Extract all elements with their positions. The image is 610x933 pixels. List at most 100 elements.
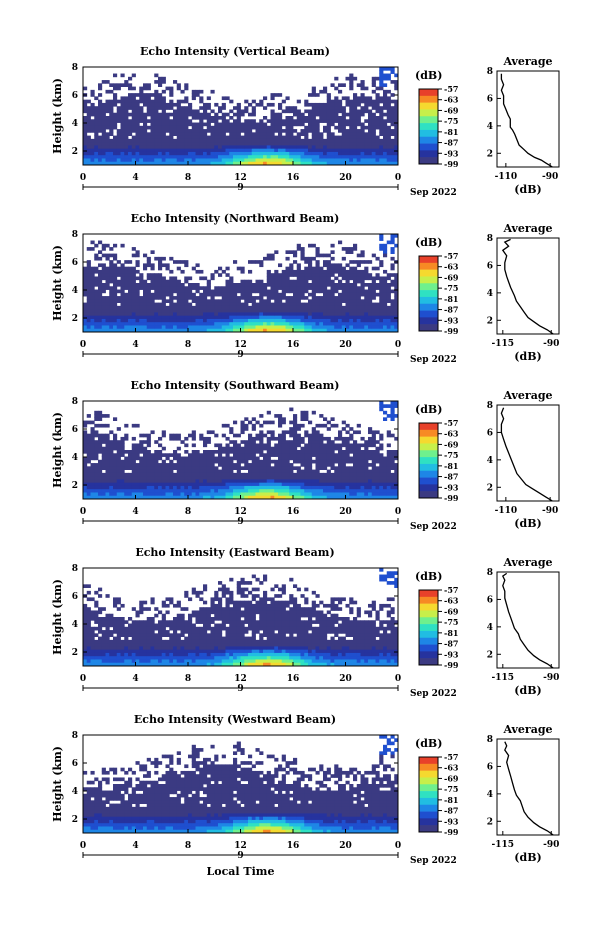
heatmap-cell [109,129,113,133]
heatmap-cell [109,247,113,251]
heatmap-cell [106,273,110,277]
heatmap-cell [117,113,121,117]
heatmap-cell [346,489,350,493]
heatmap-cell [184,316,188,320]
heatmap-cell [229,129,233,133]
heatmap-cell [267,276,271,280]
heatmap-cell [199,106,203,110]
y-tick-label: 4 [72,453,78,463]
heatmap-cell [169,486,173,490]
heatmap-cell [226,443,230,447]
heatmap-cell [139,319,143,323]
heatmap-cell [293,129,297,133]
heatmap-cell [181,463,185,467]
heatmap-cell [211,312,215,316]
heatmap-cell [169,149,173,153]
heatmap-cell [289,263,293,267]
heatmap-cell [207,312,211,316]
heatmap-cell [192,486,196,490]
heatmap-cell [98,158,102,162]
heatmap-cell [387,453,391,457]
heatmap-cell [173,483,177,487]
heatmap-cell [132,267,136,271]
heatmap-cell [128,303,132,307]
heatmap-cell [124,303,128,307]
heatmap-cell [248,139,252,143]
heatmap-cell [267,447,271,451]
heatmap-cell [83,486,87,490]
heatmap-cell [147,437,151,441]
heatmap-cell [214,113,218,117]
heatmap-cell [128,113,132,117]
heatmap-cell [282,322,286,326]
heatmap-cell [121,492,125,496]
heatmap-cell [162,155,166,159]
heatmap-cell [353,96,357,100]
heatmap-cell [218,443,222,447]
heatmap-cell [293,109,297,113]
heatmap-cell [207,450,211,454]
heatmap-cell [331,316,335,320]
heatmap-cell [211,152,215,156]
heatmap-cell [293,414,297,418]
heatmap-cell [304,476,308,480]
heatmap-cell [271,306,275,310]
heatmap-cell [357,293,361,297]
heatmap-cell [327,93,331,97]
heatmap-cell [109,106,113,110]
heatmap-cell [391,479,395,483]
heatmap-cell [154,80,158,84]
heatmap-cell [166,267,170,271]
heatmap-cell [237,322,241,326]
heatmap-cell [151,486,155,490]
heatmap-cell [124,424,128,428]
heatmap-cell [372,145,376,149]
heatmap-cell [124,486,128,490]
heatmap-cell [109,155,113,159]
heatmap-cell [222,270,226,274]
heatmap-cell [147,303,151,307]
heatmap-cell [143,254,147,258]
heatmap-cell [293,453,297,457]
heatmap-cell [316,316,320,320]
heatmap-cell [117,316,121,320]
heatmap-cell [98,283,102,287]
heatmap-cell [222,286,226,290]
heatmap-cell [181,158,185,162]
heatmap-cell [91,123,95,127]
heatmap-cell [181,145,185,149]
heatmap-cell [256,123,260,127]
heatmap-cell [293,145,297,149]
heatmap-cell [278,139,282,143]
heatmap-cell [383,96,387,100]
heatmap-cell [316,93,320,97]
heatmap-cell [368,109,372,113]
heatmap-cell [368,299,372,303]
heatmap-cell [323,293,327,297]
heatmap-cell [192,132,196,136]
heatmap-cell [278,476,282,480]
heatmap-cell [312,149,316,153]
heatmap-cell [162,280,166,284]
heatmap-cell [312,286,316,290]
heatmap-cell [376,312,380,316]
heatmap-cell [323,463,327,467]
heatmap-cell [323,126,327,130]
heatmap-cell [346,460,350,464]
heatmap-cell [383,322,387,326]
heatmap-cell [102,244,106,248]
heatmap-cell [94,299,98,303]
heatmap-cell [106,119,110,123]
heatmap-cell [214,132,218,136]
heatmap-cell [376,96,380,100]
heatmap-cell [211,126,215,130]
heatmap-cell [387,473,391,477]
heatmap-cell [379,234,383,238]
heatmap-cell [316,260,320,264]
heatmap-cell [349,106,353,110]
heatmap-cell [106,109,110,113]
heatmap-cell [252,100,256,104]
heatmap-cell [211,457,215,461]
heatmap-cell [233,316,237,320]
heatmap-cell [136,250,140,254]
